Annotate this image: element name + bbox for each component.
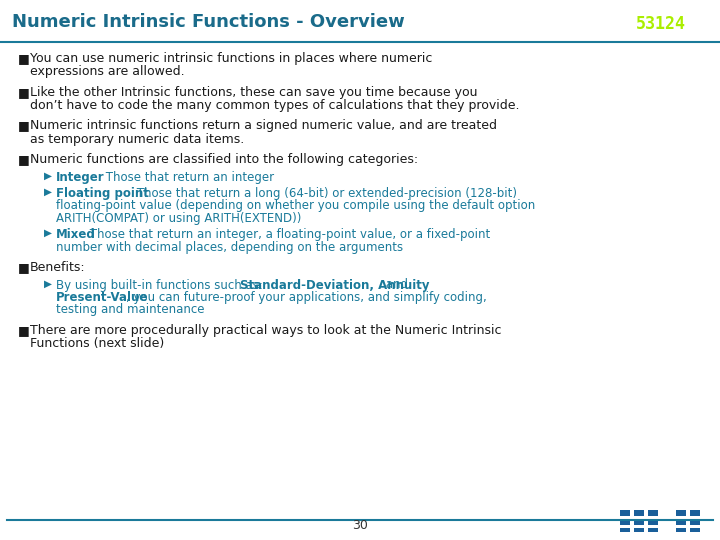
FancyBboxPatch shape <box>620 519 631 525</box>
Text: 30: 30 <box>352 519 368 532</box>
Text: Functions (next slide): Functions (next slide) <box>30 338 164 350</box>
FancyBboxPatch shape <box>620 510 631 516</box>
Text: ■: ■ <box>18 261 30 274</box>
Text: Mixed: Mixed <box>56 228 96 241</box>
FancyBboxPatch shape <box>634 519 644 525</box>
Text: and: and <box>382 279 408 292</box>
FancyBboxPatch shape <box>676 510 686 516</box>
Text: Numeric intrinsic functions return a signed numeric value, and are treated: Numeric intrinsic functions return a sig… <box>30 119 497 132</box>
Text: testing and maintenance: testing and maintenance <box>56 303 204 316</box>
FancyBboxPatch shape <box>704 529 714 535</box>
Text: don’t have to code the many common types of calculations that they provide.: don’t have to code the many common types… <box>30 99 520 112</box>
Text: ■: ■ <box>18 119 30 132</box>
FancyBboxPatch shape <box>648 510 658 516</box>
FancyBboxPatch shape <box>718 519 720 525</box>
Text: Benefits:: Benefits: <box>30 261 86 274</box>
FancyBboxPatch shape <box>634 529 644 535</box>
Text: ▶: ▶ <box>44 187 52 197</box>
Text: There are more procedurally practical ways to look at the Numeric Intrinsic: There are more procedurally practical wa… <box>30 324 502 337</box>
Text: You can use numeric intrinsic functions in places where numeric: You can use numeric intrinsic functions … <box>30 52 433 65</box>
FancyBboxPatch shape <box>620 529 631 535</box>
Text: ▶: ▶ <box>44 228 52 238</box>
Text: Floating point: Floating point <box>56 187 149 200</box>
Text: ARITH(COMPAT) or using ARITH(EXTEND)): ARITH(COMPAT) or using ARITH(EXTEND)) <box>56 212 302 225</box>
Text: Present-Value: Present-Value <box>56 291 148 304</box>
FancyBboxPatch shape <box>690 519 701 525</box>
FancyBboxPatch shape <box>676 519 686 525</box>
Text: Standard-Deviation, Annuity: Standard-Deviation, Annuity <box>240 279 430 292</box>
FancyBboxPatch shape <box>634 510 644 516</box>
Text: Numeric Intrinsic Functions - Overview: Numeric Intrinsic Functions - Overview <box>12 13 405 31</box>
Text: expressions are allowed.: expressions are allowed. <box>30 65 184 78</box>
Text: Like the other Intrinsic functions, these can save you time because you: Like the other Intrinsic functions, thes… <box>30 86 477 99</box>
Text: ▶: ▶ <box>44 171 52 181</box>
Text: Those that return an integer: Those that return an integer <box>102 171 274 184</box>
Text: Numeric functions are classified into the following categories:: Numeric functions are classified into th… <box>30 153 418 166</box>
FancyBboxPatch shape <box>718 510 720 516</box>
Text: floating-point value (depending on whether you compile using the default option: floating-point value (depending on wheth… <box>56 199 535 213</box>
FancyBboxPatch shape <box>718 529 720 535</box>
Text: Those that return a long (64-bit) or extended-precision (128-bit): Those that return a long (64-bit) or ext… <box>133 187 517 200</box>
Text: ■: ■ <box>18 52 30 65</box>
Text: , you can future-proof your applications, and simplify coding,: , you can future-proof your applications… <box>126 291 487 304</box>
Text: ■: ■ <box>18 153 30 166</box>
Text: Integer: Integer <box>56 171 104 184</box>
Text: Those that return an integer, a floating-point value, or a fixed-point: Those that return an integer, a floating… <box>86 228 490 241</box>
FancyBboxPatch shape <box>704 519 714 525</box>
Text: ▶: ▶ <box>44 279 52 288</box>
Text: ■: ■ <box>18 86 30 99</box>
FancyBboxPatch shape <box>648 529 658 535</box>
FancyBboxPatch shape <box>648 519 658 525</box>
Text: By using built-in functions such as:: By using built-in functions such as: <box>56 279 266 292</box>
Text: ■: ■ <box>18 324 30 337</box>
Text: as temporary numeric data items.: as temporary numeric data items. <box>30 133 244 146</box>
FancyBboxPatch shape <box>676 529 686 535</box>
FancyBboxPatch shape <box>704 510 714 516</box>
Text: number with decimal places, depending on the arguments: number with decimal places, depending on… <box>56 241 403 254</box>
Text: 53124: 53124 <box>636 15 686 33</box>
FancyBboxPatch shape <box>690 529 701 535</box>
FancyBboxPatch shape <box>690 510 701 516</box>
